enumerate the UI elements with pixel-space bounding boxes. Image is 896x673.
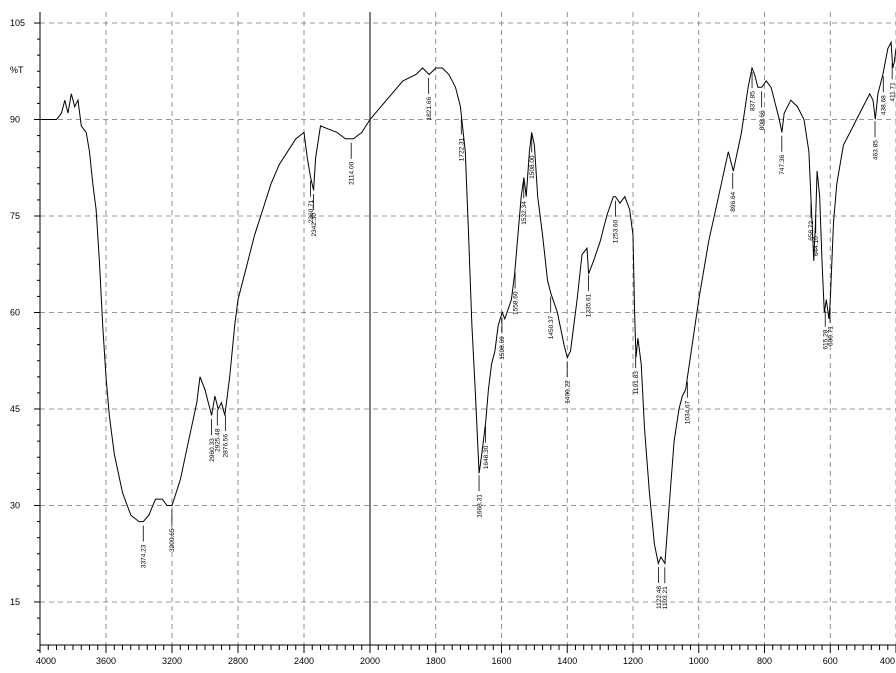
y-tick-label-0: 105	[10, 18, 25, 28]
x-tick-label-2: 3200	[162, 656, 182, 666]
y-axis-label: %T	[10, 65, 24, 75]
tick-labels: 105 90 75 60 45 30 15 4000 3600 3200 2800 2400 2000 1…	[10, 18, 895, 666]
peak-label-17: 1400.22	[564, 380, 571, 404]
axes	[34, 12, 896, 653]
x-tick-label-11: 800	[757, 656, 772, 666]
x-tick-label-13: 400	[880, 656, 895, 666]
y-tick-label-3: 60	[10, 308, 20, 318]
peak-label-3: 2925.48	[215, 428, 222, 452]
y-tick-label-2: 75	[10, 211, 20, 221]
x-tick-label-7: 1600	[491, 656, 511, 666]
peak-label-32: 463.85	[872, 140, 879, 160]
peak-label-9: 1722.31	[459, 137, 466, 161]
peak-label-26: 808.66	[759, 110, 766, 130]
y-tick-label-1: 90	[10, 115, 20, 125]
peak-label-7: 2114.00	[348, 161, 355, 184]
x-tick-label-0: 4000	[36, 656, 56, 666]
y-tick-label-6: 15	[10, 597, 20, 607]
peak-label-28: 658.72	[808, 220, 815, 240]
peak-label-19: 1253.60	[613, 219, 620, 243]
x-tick-label-9: 1200	[623, 656, 643, 666]
peak-label-18: 1335.61	[586, 293, 593, 317]
peak-label-2: 2960.33	[209, 438, 216, 462]
peak-label-11: 1648.30	[483, 445, 490, 469]
x-tick-label-1: 3600	[96, 656, 116, 666]
grid-lines	[40, 12, 896, 645]
peak-label-30: 615.28	[823, 329, 830, 349]
peak-label-15: 1508.00	[529, 155, 536, 179]
peak-label-12: 1598.69	[499, 336, 506, 360]
peak-label-5: 2360.71	[308, 199, 315, 223]
x-tick-label-6: 1800	[426, 656, 446, 666]
peak-label-10: 1668.31	[476, 494, 483, 518]
peak-label-14: 1532.34	[521, 201, 528, 225]
peak-label-33: 438.68	[881, 95, 888, 115]
peak-label-21: 1122.48	[656, 586, 663, 609]
x-tick-label-5: 2000	[360, 656, 380, 666]
x-tick-label-12: 600	[823, 656, 838, 666]
peak-label-4: 2876.56	[223, 434, 230, 458]
x-tick-label-10: 1000	[689, 656, 709, 666]
peak-label-0: 3374.23	[141, 544, 148, 568]
peak-label-6: 2342.30	[311, 213, 318, 237]
peak-label-16: 1450.37	[548, 315, 555, 339]
peak-label-31: 600.71	[827, 326, 834, 346]
peak-label-20: 1191.83	[633, 371, 640, 394]
peak-label-24: 896.64	[730, 191, 737, 211]
peak-label-25: 837.85	[749, 91, 756, 111]
peak-label-13: 1558.60	[512, 291, 519, 315]
y-tick-label-4: 45	[10, 404, 20, 414]
spectrum-line	[40, 40, 896, 566]
peak-label-27: 747.36	[779, 154, 786, 174]
peak-label-22: 1103.21	[662, 586, 669, 609]
x-tick-label-3: 2800	[228, 656, 248, 666]
peak-label-29: 644.10	[813, 236, 820, 256]
peak-label-34: 411.71	[889, 82, 896, 102]
peak-label-23: 1034.67	[685, 400, 692, 424]
peak-label-1: 3200.65	[169, 528, 176, 552]
x-tick-label-8: 1400	[557, 656, 577, 666]
peak-label-8: 1821.66	[426, 97, 433, 121]
y-tick-label-5: 30	[10, 501, 20, 511]
x-tick-label-4: 2400	[294, 656, 314, 666]
